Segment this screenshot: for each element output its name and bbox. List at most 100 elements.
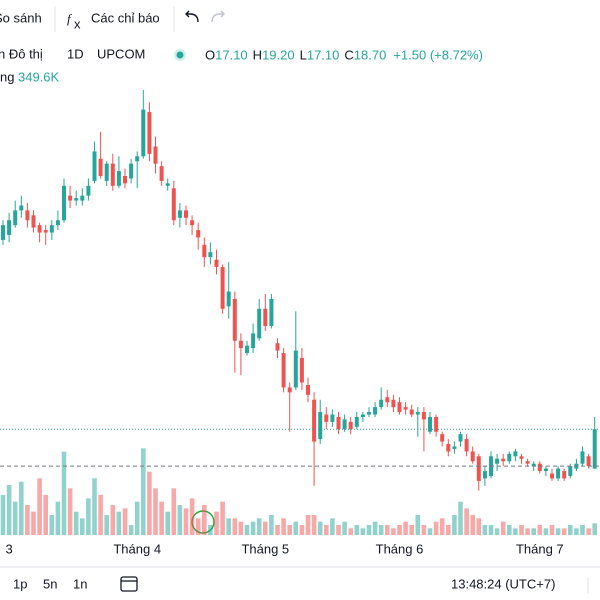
candle-body bbox=[342, 419, 347, 430]
volume-bar bbox=[324, 525, 329, 535]
volume-bar bbox=[574, 528, 579, 535]
candle-body bbox=[287, 387, 292, 393]
calendar-icon[interactable] bbox=[120, 576, 138, 592]
volume-bar bbox=[427, 528, 433, 535]
range-button[interactable]: 1p bbox=[13, 576, 27, 591]
candle-body bbox=[165, 183, 170, 186]
volume-bar bbox=[305, 515, 311, 535]
compare-button[interactable]: So sánh bbox=[0, 10, 42, 25]
volume-bar bbox=[25, 505, 30, 535]
redo-button bbox=[211, 10, 225, 23]
candle-body bbox=[476, 456, 481, 481]
candle-body bbox=[135, 156, 140, 162]
candle-body bbox=[464, 439, 469, 452]
candle-body bbox=[190, 220, 195, 226]
volume-bar bbox=[470, 515, 475, 535]
candle-body bbox=[147, 112, 152, 154]
symbol-name: n Đô thị bbox=[0, 46, 43, 61]
candle-body bbox=[354, 416, 359, 427]
volume-bar bbox=[165, 511, 170, 535]
candle-body bbox=[257, 308, 262, 339]
volume-bar bbox=[37, 478, 42, 535]
candle-body bbox=[446, 444, 451, 452]
candle-body bbox=[116, 171, 121, 186]
candle-body bbox=[62, 185, 66, 221]
volume-bar bbox=[49, 515, 55, 535]
volume-bar bbox=[543, 528, 549, 535]
candle-body bbox=[513, 451, 518, 457]
change: +1.50 (+8.72%) bbox=[393, 47, 483, 62]
volume-bar bbox=[537, 525, 543, 535]
volume-bar bbox=[43, 495, 48, 535]
candle-body bbox=[123, 175, 127, 184]
candle-body bbox=[415, 412, 420, 415]
candle-body bbox=[153, 146, 158, 164]
volume-bar bbox=[104, 515, 109, 535]
volume-bar bbox=[549, 525, 555, 535]
volume-bar bbox=[458, 501, 463, 535]
candle-body bbox=[550, 473, 554, 479]
candle-body bbox=[31, 215, 36, 228]
volume-bar bbox=[403, 521, 408, 535]
volume-bar bbox=[128, 525, 134, 535]
ohlc-key: L bbox=[300, 47, 307, 62]
candle-body bbox=[68, 195, 73, 201]
volume-bar bbox=[232, 518, 238, 535]
volume-bar bbox=[580, 525, 585, 535]
volume-bar bbox=[73, 511, 79, 535]
volume-bar bbox=[439, 518, 445, 535]
candle-body bbox=[214, 259, 219, 267]
candle-body bbox=[110, 163, 115, 186]
candle-body bbox=[324, 414, 329, 422]
candle-body bbox=[519, 456, 524, 459]
volume-bar bbox=[299, 525, 305, 535]
volume-bar bbox=[531, 528, 536, 535]
clock: 13:48:24 (UTC+7) bbox=[451, 576, 555, 591]
volume-bar bbox=[592, 523, 597, 535]
volume-bar bbox=[110, 505, 116, 535]
volume-bar bbox=[281, 518, 286, 535]
volume-bar bbox=[183, 508, 189, 535]
volume-bar bbox=[189, 498, 195, 535]
candle-body bbox=[568, 466, 573, 476]
volume-bar bbox=[19, 481, 24, 535]
candle-body bbox=[129, 163, 134, 179]
volume-bar bbox=[12, 501, 18, 535]
volume-bar bbox=[67, 488, 73, 535]
volume-bar bbox=[360, 528, 366, 535]
volume-bar bbox=[561, 528, 567, 535]
candle-body bbox=[537, 463, 542, 472]
volume-bar bbox=[134, 501, 140, 535]
volume-bar bbox=[317, 521, 323, 535]
candle-body bbox=[391, 399, 396, 408]
candle-body bbox=[141, 109, 146, 157]
candle-body bbox=[385, 397, 390, 403]
candle-body bbox=[409, 409, 414, 415]
undo-button[interactable] bbox=[185, 10, 199, 23]
volume-bar bbox=[354, 525, 360, 535]
status-dot bbox=[176, 51, 184, 59]
candle-body bbox=[440, 434, 445, 442]
candle-body bbox=[1, 225, 5, 240]
plot bbox=[0, 89, 600, 535]
candle-body bbox=[312, 399, 317, 442]
range-button[interactable]: 5n bbox=[43, 576, 57, 591]
volume-bar bbox=[513, 528, 518, 535]
ohlc-value: 18.70 bbox=[354, 47, 387, 62]
volume-bar bbox=[238, 521, 244, 535]
range-button[interactable]: 1n bbox=[73, 576, 87, 591]
volume-bar bbox=[220, 501, 225, 535]
volume-bar bbox=[488, 525, 494, 535]
volume-bar bbox=[244, 525, 250, 535]
volume-bar bbox=[0, 495, 6, 535]
candle-body bbox=[507, 453, 512, 462]
volume-bar bbox=[464, 508, 469, 535]
candle-body bbox=[482, 471, 487, 479]
fx-icon-sub: x bbox=[74, 16, 81, 31]
x-tick-label: Tháng 7 bbox=[516, 541, 564, 556]
candle-body bbox=[184, 210, 188, 218]
candle-body bbox=[74, 198, 79, 201]
volume-bar bbox=[275, 525, 280, 535]
indicators-button[interactable]: Các chỉ báo bbox=[91, 10, 160, 25]
